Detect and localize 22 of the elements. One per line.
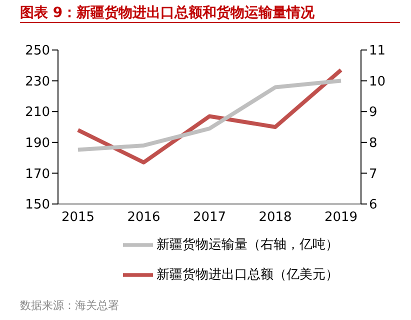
line-series	[76, 78, 343, 152]
x-tick-label: 2019	[324, 210, 358, 226]
y-tick-label: 230	[25, 74, 50, 90]
x-tick-label: 2016	[127, 210, 160, 226]
x-tick-label: 2015	[61, 210, 95, 226]
y2-tick-label: 9	[369, 105, 378, 120]
legend-label: 新疆货物进出口总额（亿美元）	[156, 268, 338, 283]
y-tick-label: 150	[25, 198, 50, 213]
y-tick-label: 170	[25, 166, 50, 182]
y-tick-label: 190	[25, 136, 50, 152]
y-tick-label: 250	[25, 44, 50, 59]
y-tick-label: 210	[25, 105, 50, 120]
y2-tick-label: 6	[369, 198, 378, 213]
y2-tick-label: 8	[369, 136, 378, 152]
source-note: 数据来源：海关总署	[20, 298, 119, 313]
y2-tick-label: 11	[369, 44, 386, 59]
legend-label: 新疆货物运输量（右轴，亿吨）	[156, 238, 338, 253]
y2-tick-label: 10	[369, 74, 386, 90]
x-tick-label: 2018	[258, 210, 292, 226]
chart-title: 图表 9：新疆货物进出口总额和货物运输量情况	[20, 4, 315, 22]
x-tick-label: 2017	[192, 210, 226, 226]
y2-tick-label: 7	[369, 166, 378, 182]
